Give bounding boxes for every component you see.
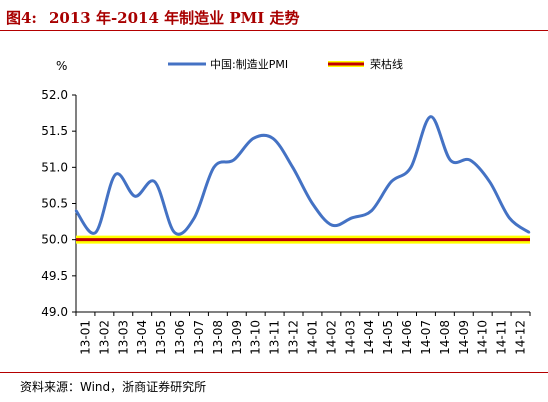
y-tick-label: 50.0 [41,233,68,247]
pmi-data-point [330,224,334,227]
pmi-data-point [74,209,78,212]
source-note: 资料来源：Wind，浙商证券研究所 [20,380,207,394]
pmi-data-point [114,173,117,176]
pmi-data-point [271,137,275,140]
x-tick-label: 13-12 [287,320,301,355]
y-tick-label: 51.5 [41,124,68,138]
pmi-data-point [468,158,472,162]
x-tick-label: 13-08 [211,320,225,355]
y-tick-label: 51.0 [41,160,68,174]
figure-title-row: 图4: 2013 年-2014 年制造业 PMI 走势 [6,4,542,30]
x-tick-label: 13-01 [78,320,92,355]
x-tick-label: 14-12 [514,320,528,355]
pmi-data-point [389,180,393,183]
x-tick-label: 13-03 [116,320,130,355]
x-tick-label: 13-02 [97,320,111,355]
y-axis-unit: % [56,59,67,73]
pmi-data-point [409,166,413,169]
x-tick-label: 14-02 [324,320,338,355]
pmi-data-point [192,216,196,220]
x-tick-label: 14-01 [305,320,319,355]
pmi-data-point [133,195,137,198]
x-tick-label: 13-07 [192,320,206,355]
pmi-data-point [94,231,97,234]
x-tick-label: 13-05 [154,320,168,355]
pmi-data-point [429,115,432,118]
pmi-series-line [74,115,530,236]
pmi-data-point [311,202,314,205]
x-tick-label: 14-10 [476,320,490,355]
y-axis: 52.0 51.5 51.0 50.5 50.0 49.5 49.0 [41,88,77,319]
chart-title: 2013 年-2014 年制造业 PMI 走势 [48,8,300,27]
pmi-data-point [291,166,294,169]
x-tick-label: 13-11 [268,320,282,355]
series-group [74,115,531,244]
x-tick-label: 13-10 [249,320,263,355]
pmi-line-chart: % 中国:制造业PMI 荣枯线 52.0 51.5 51.0 50.5 50.0 49.5 4… [41,57,531,355]
y-tick-label: 49.0 [41,305,68,319]
pmi-data-point [350,216,353,220]
pmi-data-point [508,216,511,220]
x-tick-label: 13-04 [135,320,149,355]
x-tick-label: 14-04 [362,320,376,355]
pmi-data-point [153,180,156,183]
x-tick-label: 13-06 [173,320,187,355]
pmi-data-point [252,137,255,140]
x-tick-label: 14-05 [381,320,395,355]
x-tick-label: 14-06 [400,320,414,355]
y-tick-label: 52.0 [41,88,68,102]
pmi-data-point [527,231,531,234]
source-divider [0,372,548,373]
x-tick-label: 14-11 [495,320,509,355]
pmi-data-point [488,180,491,183]
x-tick-label: 13-09 [230,320,244,355]
x-tick-label: 14-03 [343,320,357,355]
y-tick-label: 49.5 [41,269,68,283]
y-tick-label: 50.5 [41,197,68,211]
figure-label: 图4: [6,8,37,27]
x-tick-label: 14-07 [419,320,433,355]
legend: 中国:制造业PMI 荣枯线 [168,57,403,71]
pmi-data-point [449,158,452,162]
pmi-data-point [173,231,176,234]
title-divider [0,30,548,31]
x-tick-label: 14-09 [457,320,471,355]
pmi-data-point [370,209,373,212]
legend-label-threshold: 荣枯线 [370,57,403,71]
x-axis: 13-01 13-02 13-03 13-04 13-05 13-06 13-07 13-08… [75,311,531,355]
x-tick-label: 14-08 [438,320,452,355]
pmi-data-point [232,158,235,162]
legend-label-pmi: 中国:制造业PMI [210,57,288,71]
pmi-data-point [212,166,216,169]
